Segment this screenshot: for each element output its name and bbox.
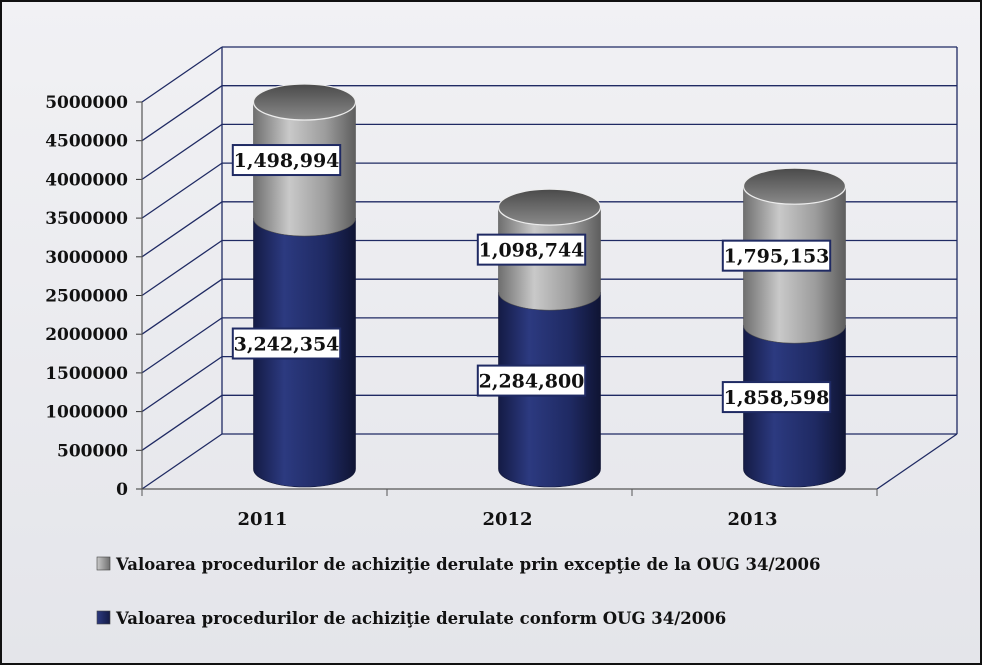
legend-swatch [96,556,111,571]
y-tick-label: 3000000 [45,248,128,268]
data-label-upper-box [721,239,832,272]
y-tick-label: 2500000 [45,287,128,307]
legend-label: Valoarea procedurilor de achiziţie derul… [115,609,726,628]
x-tick-label: 2012 [482,509,532,530]
gridline-diagonal [141,85,223,142]
legend-label: Valoarea procedurilor de achiziţie derul… [115,555,820,574]
bar-segment-upper-top [497,188,602,226]
data-label-upper-text: 1,795,153 [724,246,830,268]
data-label-upper: 1,795,153 [721,239,832,272]
gridline-diagonal [141,278,223,335]
x-tick-label: 2011 [237,509,287,530]
gridline-diagonal [141,394,223,451]
gridline-diagonal [141,317,223,374]
data-label-lower: 3,242,354 [231,327,342,360]
y-tick-label: 4000000 [45,170,128,190]
y-tick-label: 4500000 [45,132,128,152]
legend-swatch [96,610,111,625]
data-label-lower-box [231,327,342,360]
data-label-lower-box [721,381,832,414]
gridline-diagonal [141,356,223,413]
y-tick-label: 5000000 [45,93,128,113]
gridline-diagonal [141,46,223,103]
y-tick-label: 0 [116,480,128,500]
data-label-upper-box [231,144,342,177]
data-label-upper-text: 1,098,744 [479,240,585,262]
gridline-diagonal [141,239,223,297]
data-label-lower-text: 1,858,598 [724,387,830,409]
bar-segment-upper-top [742,167,847,205]
gridline-diagonal [141,201,223,258]
data-label-upper-box [476,233,587,266]
y-tick-label: 1500000 [45,364,128,384]
data-label-upper: 1,098,744 [476,233,587,266]
floor-right-edge [876,433,958,490]
data-label-lower-text: 3,242,354 [234,334,340,356]
legend-item: Valoarea procedurilor de achiziţie derul… [96,609,726,628]
data-label-lower: 1,858,598 [721,381,832,414]
gridline-diagonal [141,162,223,219]
bar-segment-upper-top [252,83,357,121]
legend-item: Valoarea procedurilor de achiziţie derul… [96,555,820,574]
data-label-lower-text: 2,284,800 [479,371,585,393]
gridline-diagonal [141,123,223,180]
x-tick-label: 2013 [727,509,777,530]
data-label-upper: 1,498,994 [231,144,342,177]
data-label-upper-text: 1,498,994 [234,150,340,172]
y-tick-label: 3500000 [45,209,128,229]
data-label-lower: 2,284,800 [476,364,587,397]
y-tick-label: 500000 [57,441,128,461]
gridline-diagonal [141,433,223,490]
y-tick-label: 1000000 [45,403,128,423]
data-label-lower-box [476,364,587,397]
y-tick-label: 2000000 [45,325,128,345]
